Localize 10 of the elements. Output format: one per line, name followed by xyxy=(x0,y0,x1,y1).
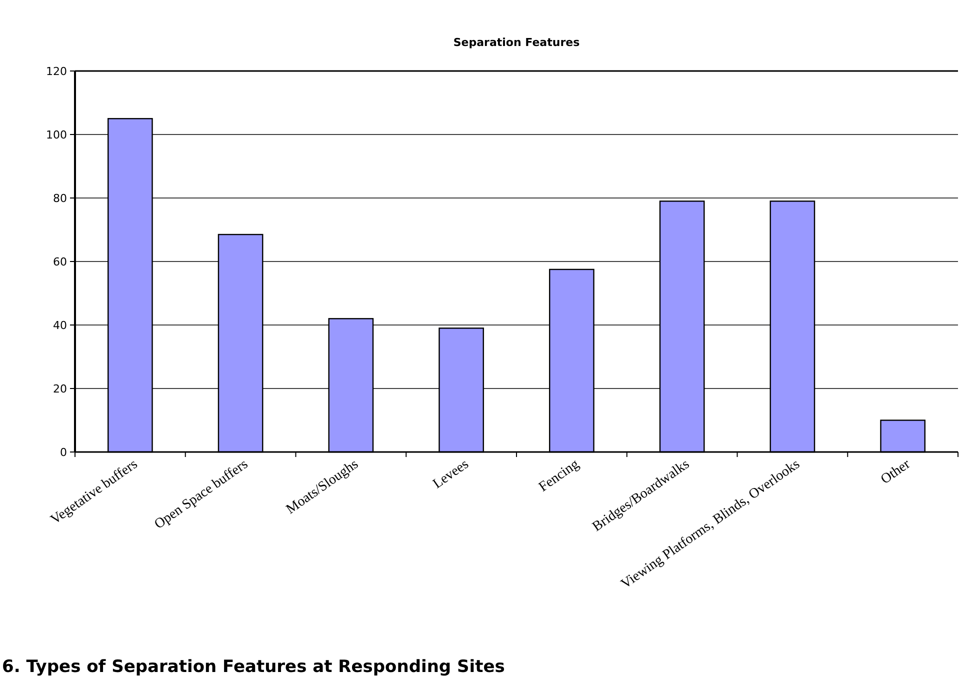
y-tick-label: 100 xyxy=(46,128,67,142)
y-tick-label: 0 xyxy=(60,446,67,459)
y-tick-label: 20 xyxy=(53,382,67,396)
text: 6. Types of Separation Features at Responding Sites xyxy=(2,657,505,677)
x-tick-label: Other xyxy=(878,456,914,488)
y-tick-label: 80 xyxy=(53,192,67,205)
y-tick-label: 60 xyxy=(53,255,67,268)
chart-title: Separation Features xyxy=(453,36,580,49)
y-tick-label: 120 xyxy=(46,64,67,78)
y-tick-label: 40 xyxy=(53,318,67,332)
